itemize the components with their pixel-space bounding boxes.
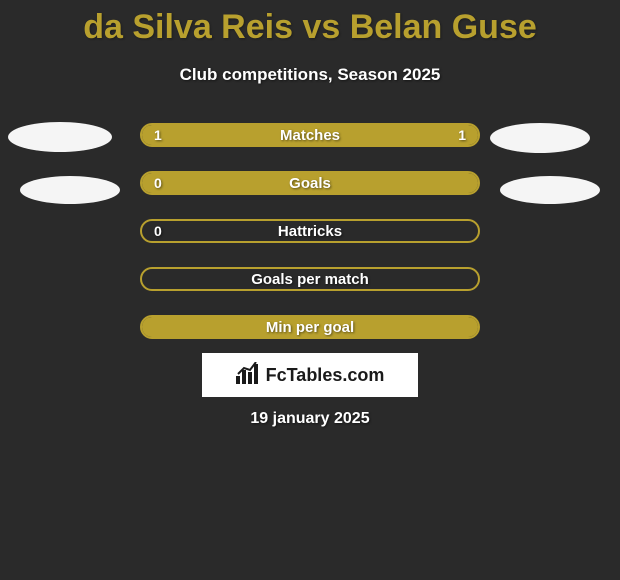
stat-label: Goals per match — [142, 269, 478, 289]
date-label: 19 january 2025 — [0, 410, 620, 428]
stats-rows: 11Matches 0Goals 0Hattricks Goals per match… — [0, 123, 620, 339]
stat-label: Goals — [142, 173, 478, 193]
fctables-logo: FcTables.com — [202, 353, 418, 397]
bars-icon — [236, 362, 262, 389]
stat-label: Matches — [142, 125, 478, 145]
stat-bar: Min per goal — [140, 315, 480, 339]
stat-row: Goals per match — [0, 267, 620, 291]
stat-row: Min per goal — [0, 315, 620, 339]
page-subtitle: Club competitions, Season 2025 — [0, 65, 620, 85]
stat-row: 0Hattricks — [0, 219, 620, 243]
decorative-ellipse — [500, 176, 600, 204]
logo-text: FcTables.com — [266, 365, 385, 386]
stat-label: Hattricks — [142, 221, 478, 241]
decorative-ellipse — [8, 122, 112, 152]
stat-bar: 11Matches — [140, 123, 480, 147]
stat-label: Min per goal — [142, 317, 478, 337]
stat-bar: Goals per match — [140, 267, 480, 291]
stat-bar: 0Goals — [140, 171, 480, 195]
decorative-ellipse — [490, 123, 590, 153]
stat-bar: 0Hattricks — [140, 219, 480, 243]
decorative-ellipse — [20, 176, 120, 204]
page-title: da Silva Reis vs Belan Guse — [0, 0, 620, 47]
